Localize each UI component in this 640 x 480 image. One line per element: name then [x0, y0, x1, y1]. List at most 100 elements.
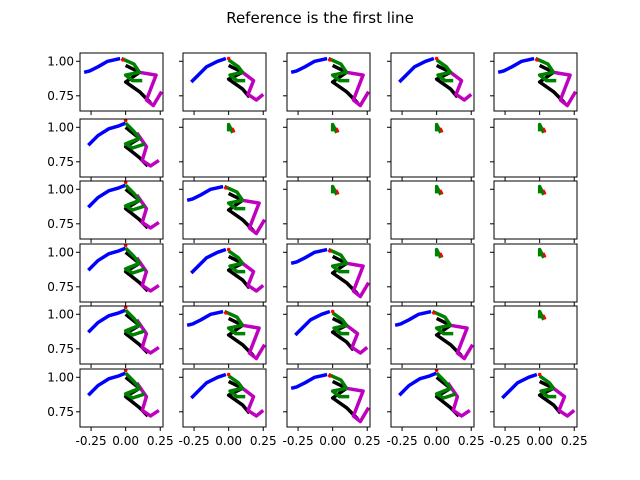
blue-series-line — [394, 309, 432, 328]
black-series-line — [226, 379, 251, 415]
red-marker — [328, 249, 332, 253]
axes-frame — [286, 180, 371, 240]
green-series-line — [434, 371, 457, 400]
subplot-r4-c2 — [179, 243, 267, 306]
magenta-series-line — [241, 386, 265, 418]
magenta-series-line — [241, 261, 265, 293]
xtick-label: 0.00 — [112, 434, 139, 448]
axes-frame — [79, 118, 164, 178]
ytick-label: 1.00 — [47, 307, 74, 321]
subplot-r3-c3 — [283, 180, 371, 243]
red-marker — [224, 186, 228, 190]
black-series-line — [226, 254, 251, 290]
red-marker — [226, 56, 231, 61]
subplot-r6-c2: -0.25 0.00 0.25 — [179, 368, 277, 448]
subplot-r3-c2 — [179, 180, 267, 243]
magenta-series-line — [552, 386, 576, 418]
blue-series-line — [87, 371, 127, 397]
axes-frame — [182, 118, 267, 178]
blue-series-line — [501, 372, 538, 400]
ytick-label: 0.75 — [47, 280, 74, 294]
green-series-line — [327, 56, 350, 83]
ytick-label: 1.00 — [47, 54, 74, 68]
axes-frame — [390, 305, 475, 365]
blue-series-line — [190, 56, 227, 84]
subplot-r2-c1: 0.75 1.00 — [47, 118, 164, 181]
subplot-lines — [190, 56, 265, 102]
xtick-label: -0.25 — [283, 434, 314, 448]
red-series-line — [231, 127, 236, 133]
red-marker — [537, 372, 542, 377]
black-series-line — [330, 379, 359, 420]
subplot-lines — [290, 372, 370, 424]
black-series-line — [226, 316, 255, 357]
red-marker — [434, 369, 439, 373]
subplot-lines — [398, 369, 471, 418]
ytick-label: 0.75 — [47, 217, 74, 231]
xtick-label: -0.25 — [387, 434, 418, 448]
axes-frame — [493, 305, 578, 365]
green-series-line — [223, 184, 246, 211]
red-series-line — [542, 189, 547, 195]
blue-series-line — [87, 246, 127, 272]
green-series-line — [226, 122, 235, 134]
subplot-lines — [186, 309, 266, 361]
green-series-line — [227, 374, 246, 399]
blue-series-line — [398, 371, 438, 397]
subplot-lines — [87, 181, 160, 230]
magenta-series-line — [139, 70, 163, 108]
red-marker — [123, 119, 128, 123]
red-series-line — [542, 127, 547, 133]
magenta-series-line — [135, 131, 160, 168]
subplot-r3-c4 — [387, 180, 475, 243]
black-series-line — [226, 191, 255, 232]
red-series-line — [335, 189, 340, 195]
green-series-line — [123, 183, 146, 212]
axes-frame — [79, 180, 164, 240]
subplot-lines — [190, 372, 265, 418]
red-marker — [535, 58, 539, 62]
subplot-r5-c3 — [283, 305, 371, 368]
blue-series-line — [190, 372, 227, 400]
magenta-series-line — [345, 323, 369, 355]
axes-frame — [182, 305, 267, 365]
magenta-series-line — [242, 323, 266, 361]
xtick-label: 0.00 — [319, 434, 346, 448]
subplot-lines — [330, 122, 340, 134]
blue-series-line — [87, 183, 127, 209]
magenta-series-line — [135, 193, 160, 230]
axes-frame — [286, 305, 371, 365]
green-series-line — [537, 184, 546, 196]
green-series-line — [330, 184, 339, 196]
xtick-label: 0.00 — [215, 434, 242, 448]
ytick-label: 0.75 — [47, 405, 74, 419]
ytick-label: 0.75 — [47, 89, 74, 103]
subplot-r2-c2 — [179, 118, 267, 181]
black-series-line — [537, 63, 566, 104]
subplot-r3-c1: 0.75 1.00 — [47, 180, 164, 243]
red-series-line — [542, 252, 547, 258]
subplot-lines — [87, 244, 160, 293]
subplot-r4-c4 — [387, 243, 475, 306]
green-series-line — [227, 58, 246, 83]
axes-frame — [286, 52, 371, 112]
xtick-label: -0.25 — [179, 434, 210, 448]
subplot-r6-c4: -0.25 0.00 0.25 — [387, 368, 485, 448]
green-series-line — [537, 247, 546, 259]
subplot-r6-c5: -0.25 0.00 0.25 — [490, 368, 588, 448]
ytick-label: 1.00 — [47, 245, 74, 259]
xtick-label: -0.25 — [490, 434, 521, 448]
axes-frame — [286, 118, 371, 178]
red-series-line — [439, 252, 444, 258]
red-marker — [434, 56, 439, 61]
red-series-line — [439, 189, 444, 195]
axes-frame — [493, 118, 578, 178]
blue-series-line — [87, 308, 127, 334]
ytick-label: 0.75 — [47, 342, 74, 356]
subplot-r5-c4 — [387, 305, 475, 368]
subplot-r4-c3 — [283, 243, 371, 306]
black-series-line — [123, 63, 152, 104]
green-series-line — [123, 308, 146, 337]
magenta-series-line — [450, 323, 474, 361]
xtick-label: 0.25 — [250, 434, 277, 448]
